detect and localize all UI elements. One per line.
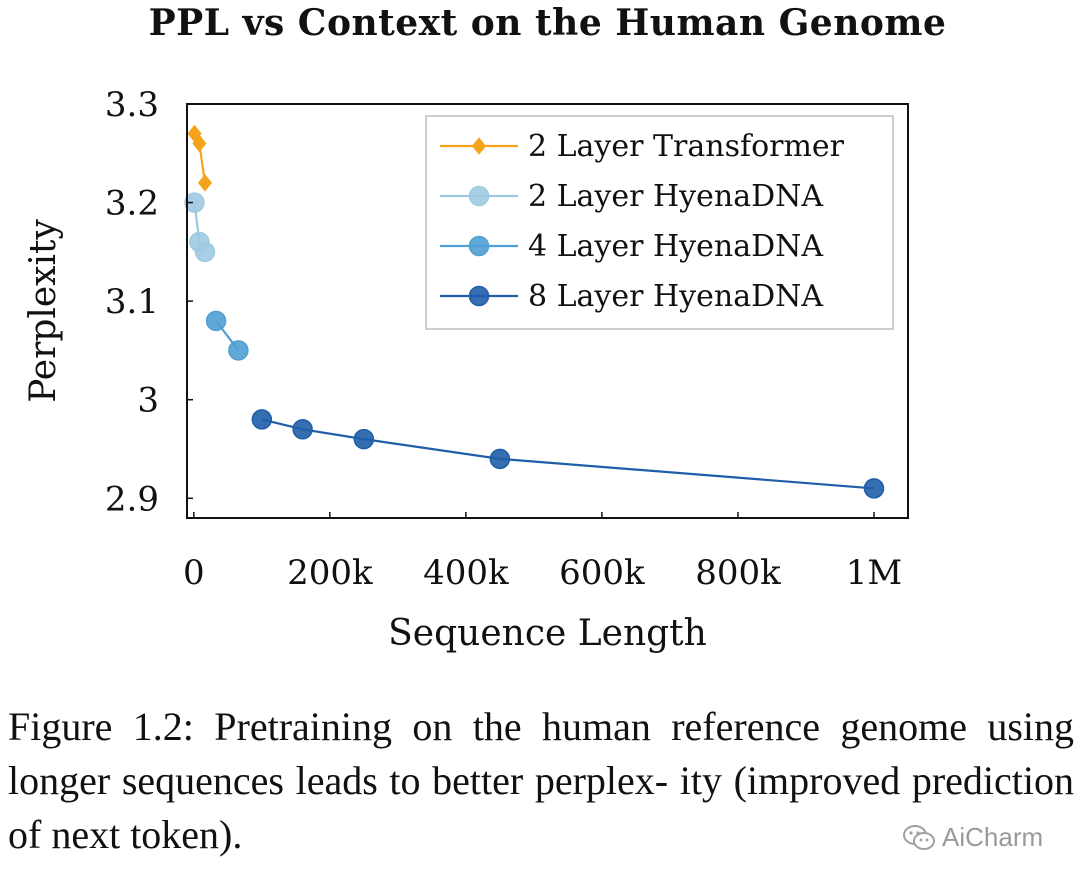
y-tick-label: 3.2 [105,184,159,224]
series-line [261,418,875,490]
x-tick-label: 1M [846,553,902,593]
y-axis-label: Perplexity [23,219,64,403]
caption-line-2: genome using longer sequences leads to b… [8,704,1074,803]
x-tick-label: 800k [695,553,781,593]
y-tick-label: 3.3 [105,85,159,125]
data-point [863,478,885,499]
legend-marker [468,285,490,307]
data-point [192,134,207,153]
data-point [489,448,511,470]
watermark-text: AiCharm [942,822,1044,852]
legend-item: 2 Layer HyenaDNA [440,179,823,214]
legend-marker [468,185,490,207]
caption-line-3: ity (improved prediction of next token). [8,758,1075,857]
legend-label: 4 Layer HyenaDNA [528,229,823,264]
legend-marker [468,235,490,257]
series-3 [205,310,249,361]
series-4 [251,409,885,499]
x-tick-label: 200k [287,553,373,593]
y-tick-label: 2.9 [105,479,159,519]
x-tick-label: 600k [559,553,645,593]
y-tick-label: 3.1 [105,282,159,322]
y-tick-label: 3 [137,381,159,421]
legend: 2 Layer Transformer 2 Layer HyenaDNA 4 Lay… [425,115,894,330]
plot-frame [186,103,909,519]
caption-line-1: Figure 1.2: Pretraining on the human ref… [8,704,820,749]
data-point [251,409,273,430]
series-1 [187,124,212,192]
legend-label: 8 Layer HyenaDNA [528,279,823,314]
legend-label: 2 Layer HyenaDNA [528,179,823,214]
legend-label: 2 Layer Transformer [528,129,845,164]
data-point [194,241,216,263]
legend-marker [471,137,487,155]
chart-title: PPL vs Context on the Human Genome [148,2,947,44]
data-point [184,192,205,213]
data-point [353,428,375,450]
figure-caption: Figure 1.2: Pretraining on the human ref… [8,700,1074,862]
data-point [197,174,212,192]
wechat-icon [903,824,935,850]
legend-item: 2 Layer Transformer [440,129,845,164]
watermark: AiCharm [902,822,1043,853]
x-tick-label: 0 [183,553,205,593]
legend-item: 8 Layer HyenaDNA [440,279,823,314]
data-point [205,310,227,332]
x-axis-label: Sequence Length [388,613,707,654]
series-2 [184,192,216,263]
data-point [292,419,313,440]
data-point [228,340,249,361]
x-tick-label: 400k [423,553,509,593]
chart-plot: 0 200k 400k 600k 800k 1M 2.9 3 3.1 3.2 3.3 Sequenc… [23,85,909,654]
legend-item: 4 Layer HyenaDNA [440,229,823,264]
legend-box [425,115,894,330]
